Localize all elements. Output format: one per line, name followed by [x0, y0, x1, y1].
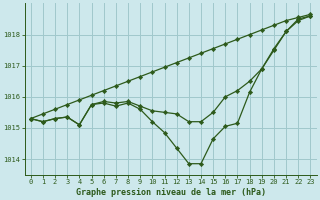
X-axis label: Graphe pression niveau de la mer (hPa): Graphe pression niveau de la mer (hPa) — [76, 188, 266, 197]
